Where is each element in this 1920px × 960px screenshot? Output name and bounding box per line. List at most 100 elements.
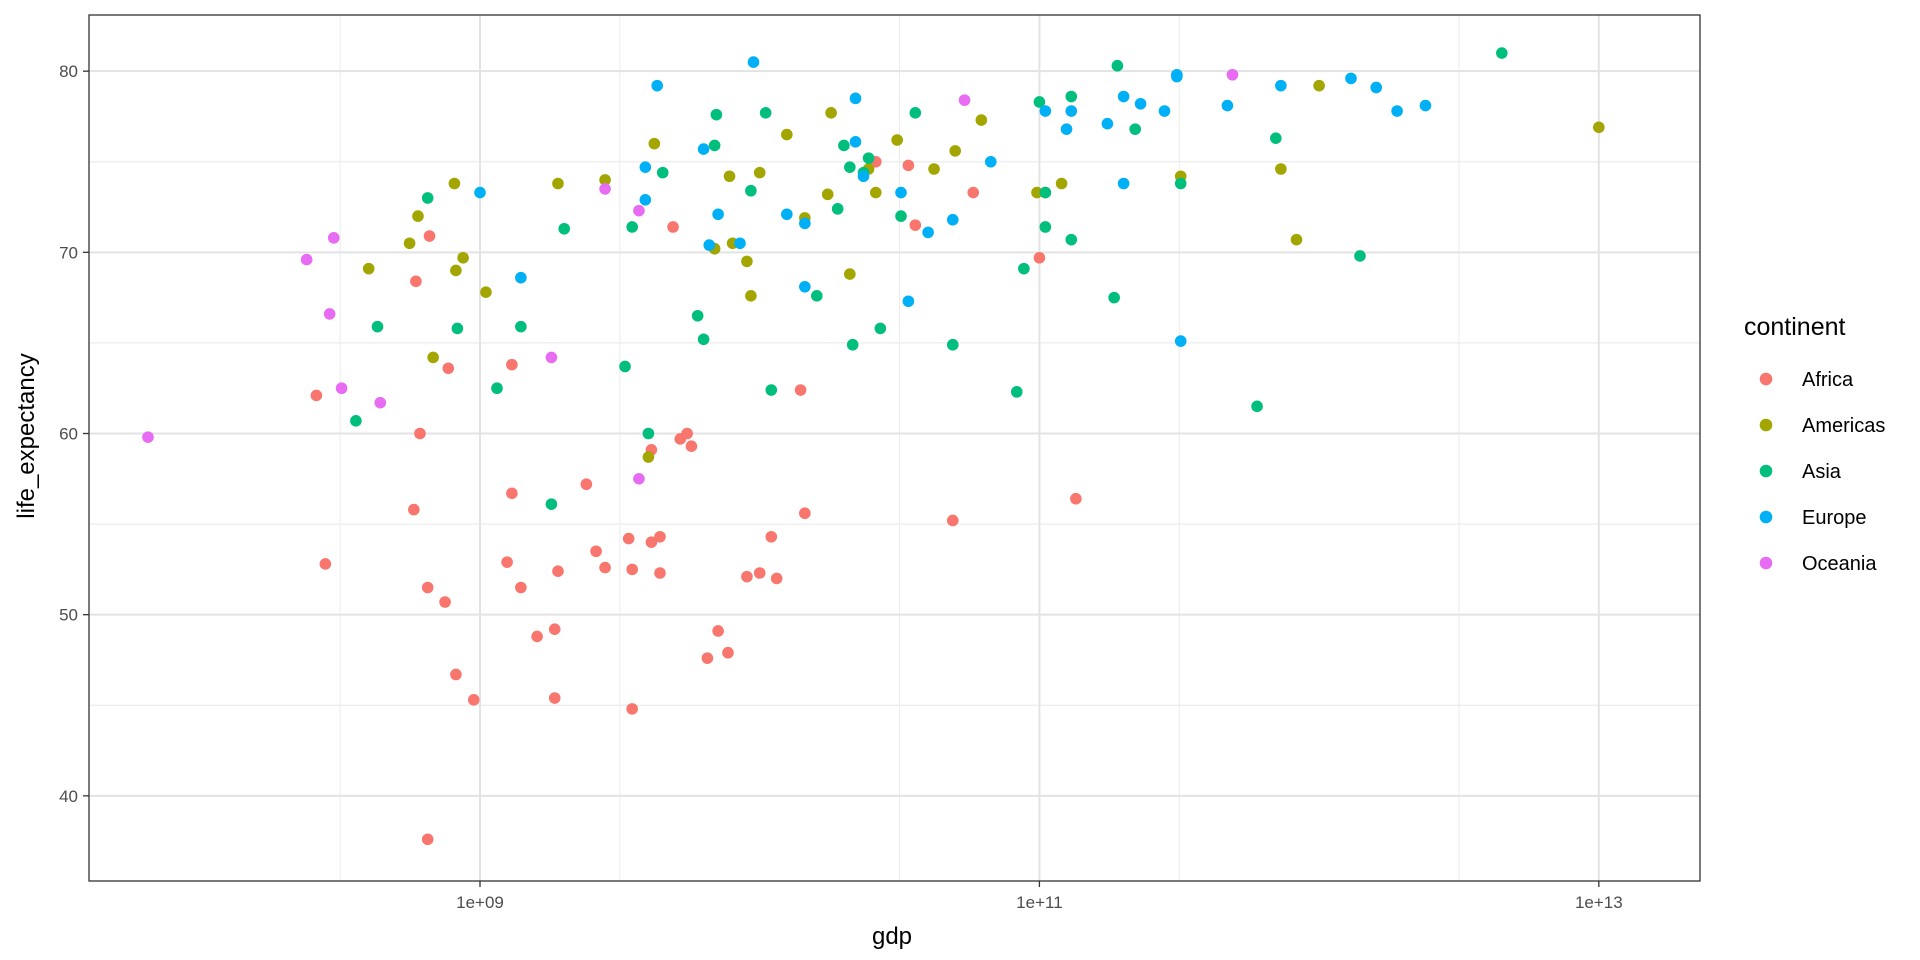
data-point	[1269, 132, 1282, 144]
data-point	[946, 213, 959, 226]
data-point	[691, 309, 704, 322]
legend-item: Oceania	[1759, 553, 1877, 575]
data-point	[741, 570, 753, 583]
data-point	[958, 94, 971, 106]
data-point	[142, 431, 154, 443]
data-point	[745, 290, 757, 302]
data-point	[335, 382, 348, 395]
data-point	[439, 596, 451, 608]
data-point	[421, 581, 434, 594]
data-point	[515, 581, 527, 594]
data-point	[442, 362, 455, 375]
data-point	[712, 208, 724, 221]
data-point	[703, 239, 716, 251]
data-point	[1370, 81, 1383, 94]
axis-ticks: 1e+09 1e+11 1e+13 40 50 60 70 80	[59, 62, 1623, 912]
legend-key	[1759, 372, 1773, 386]
data-point	[799, 217, 811, 230]
data-point	[710, 108, 723, 121]
data-point	[626, 221, 638, 233]
data-point	[838, 139, 850, 152]
data-point	[697, 143, 710, 155]
data-point	[753, 567, 766, 579]
data-point	[633, 204, 645, 217]
data-point	[408, 503, 420, 516]
data-point	[1354, 250, 1366, 262]
data-point	[821, 188, 834, 201]
data-point	[362, 262, 375, 275]
data-point	[1018, 262, 1030, 275]
data-point	[515, 320, 527, 333]
data-point	[374, 396, 387, 409]
y-tick-label: 60	[59, 425, 78, 444]
data-point	[895, 210, 907, 222]
data-point	[651, 79, 663, 92]
data-point	[949, 145, 962, 157]
plot-panel-border	[88, 14, 1701, 882]
data-point	[1496, 47, 1508, 59]
data-point	[403, 237, 416, 250]
data-point	[1065, 90, 1078, 103]
data-point	[421, 192, 434, 204]
data-point	[765, 384, 778, 396]
y-tick-label: 40	[59, 787, 78, 806]
data-point	[467, 694, 480, 706]
data-point	[794, 384, 807, 396]
series-asia	[350, 47, 1508, 510]
data-point	[928, 163, 940, 175]
data-point	[909, 219, 922, 231]
data-point	[1060, 123, 1073, 135]
data-point	[685, 440, 698, 452]
data-point	[895, 186, 907, 199]
y-tick-label: 70	[59, 243, 78, 262]
data-point	[626, 703, 638, 715]
data-point	[1010, 386, 1023, 398]
data-point	[350, 415, 362, 427]
data-point	[654, 567, 666, 579]
data-point	[642, 427, 655, 440]
data-point	[1065, 105, 1078, 117]
data-point	[506, 358, 518, 371]
data-point	[545, 351, 558, 364]
data-point	[319, 558, 332, 570]
data-point	[548, 692, 561, 704]
data-point	[622, 532, 635, 545]
data-point	[874, 322, 887, 335]
data-point	[310, 389, 323, 402]
data-point	[825, 107, 837, 119]
data-point	[708, 139, 721, 152]
legend-key	[1759, 418, 1773, 432]
data-point	[781, 208, 793, 221]
data-point	[410, 275, 422, 288]
data-point	[1108, 291, 1120, 304]
data-point	[451, 322, 464, 335]
series-africa	[310, 155, 1082, 846]
data-point	[1033, 251, 1046, 264]
data-point	[1134, 97, 1147, 110]
data-point	[1275, 79, 1287, 92]
data-point	[857, 170, 870, 183]
series-oceania	[142, 68, 1239, 485]
legend-label: Europe	[1802, 507, 1867, 529]
data-points	[142, 47, 1605, 846]
data-point	[862, 152, 875, 164]
legend-item: Americas	[1759, 415, 1885, 437]
legend-item: Europe	[1759, 507, 1867, 529]
data-point	[811, 290, 823, 302]
data-point	[1419, 99, 1432, 112]
data-point	[1055, 177, 1068, 190]
data-point	[770, 572, 783, 585]
data-point	[1226, 68, 1239, 81]
legend-label: Asia	[1802, 461, 1842, 483]
data-point	[654, 530, 666, 543]
data-point	[531, 630, 543, 643]
data-point	[902, 159, 915, 172]
data-point	[902, 295, 915, 308]
data-point	[648, 137, 661, 150]
grid-lines	[89, 15, 1700, 881]
data-point	[741, 255, 753, 268]
data-point	[642, 451, 655, 463]
data-point	[501, 556, 513, 568]
data-point	[619, 360, 631, 373]
